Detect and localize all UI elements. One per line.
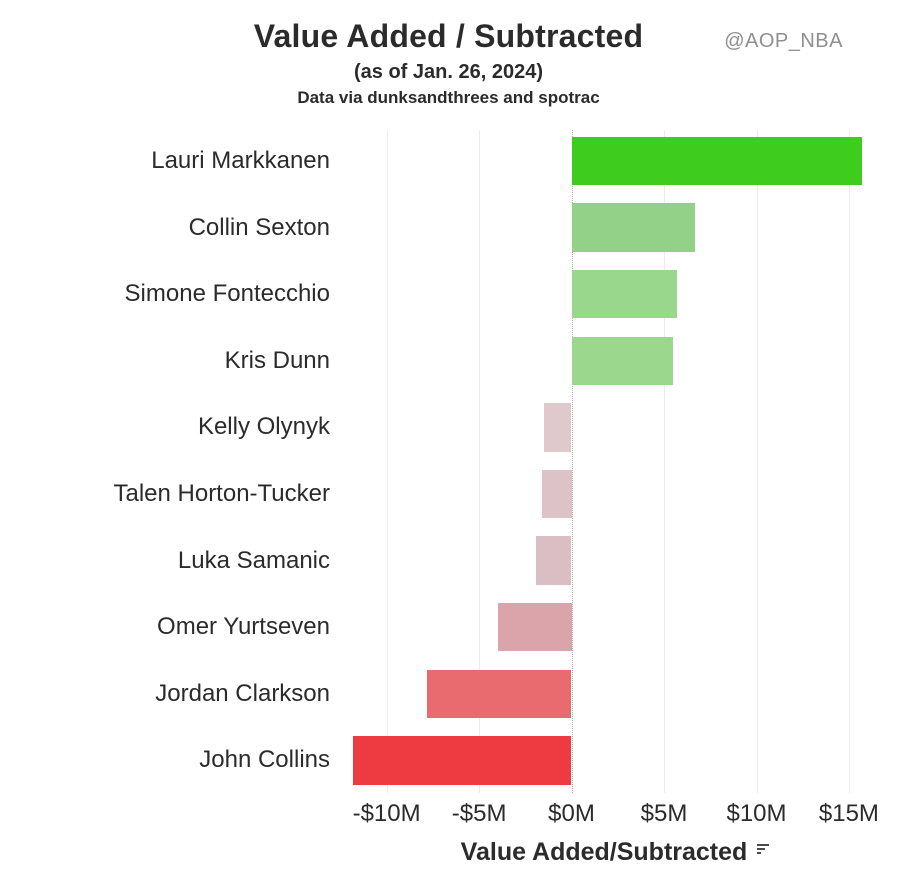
bar-mark[interactable] <box>543 403 572 452</box>
bar-mark[interactable] <box>571 336 674 385</box>
gridline <box>479 130 481 793</box>
player-label: Talen Horton-Tucker <box>113 479 330 507</box>
x-axis-title: Value Added/Subtracted <box>460 838 748 866</box>
bar-mark[interactable] <box>571 136 862 186</box>
bar-mark[interactable] <box>571 203 696 252</box>
player-label: John Collins <box>199 746 330 774</box>
zero-axis-line <box>571 130 573 793</box>
bar-mark[interactable] <box>497 602 572 652</box>
bar-mark[interactable] <box>427 669 572 718</box>
watermark-handle: @AOP_NBA <box>724 30 843 52</box>
gridline <box>386 130 388 793</box>
x-axis-title-row: Value Added/Subtracted <box>333 838 897 867</box>
player-label: Luka Samanic <box>177 546 330 574</box>
bar-mark[interactable] <box>571 269 677 319</box>
x-tick-label: -$10M <box>352 800 421 827</box>
x-tick-label: $5M <box>640 800 688 827</box>
sort-descending-icon[interactable] <box>757 843 770 856</box>
player-label: Omer Yurtseven <box>157 613 330 641</box>
player-label: Kelly Olynyk <box>197 413 330 441</box>
x-tick-label: $15M <box>818 800 879 827</box>
gridline <box>848 130 850 793</box>
player-label: Collin Sexton <box>188 213 330 241</box>
bar-mark[interactable] <box>353 736 572 785</box>
player-label: Jordan Clarkson <box>155 679 330 707</box>
bar-mark[interactable] <box>542 469 572 519</box>
player-label: Kris Dunn <box>224 346 330 374</box>
x-tick-label: $0M <box>548 800 595 827</box>
player-label: Lauri Markkanen <box>151 146 330 174</box>
gridline <box>664 130 665 793</box>
gridline <box>756 130 758 793</box>
bar-mark[interactable] <box>536 536 572 585</box>
x-tick-label: $10M <box>726 800 787 827</box>
x-tick-label: -$5M <box>451 800 507 827</box>
player-label: Simone Fontecchio <box>124 280 330 308</box>
